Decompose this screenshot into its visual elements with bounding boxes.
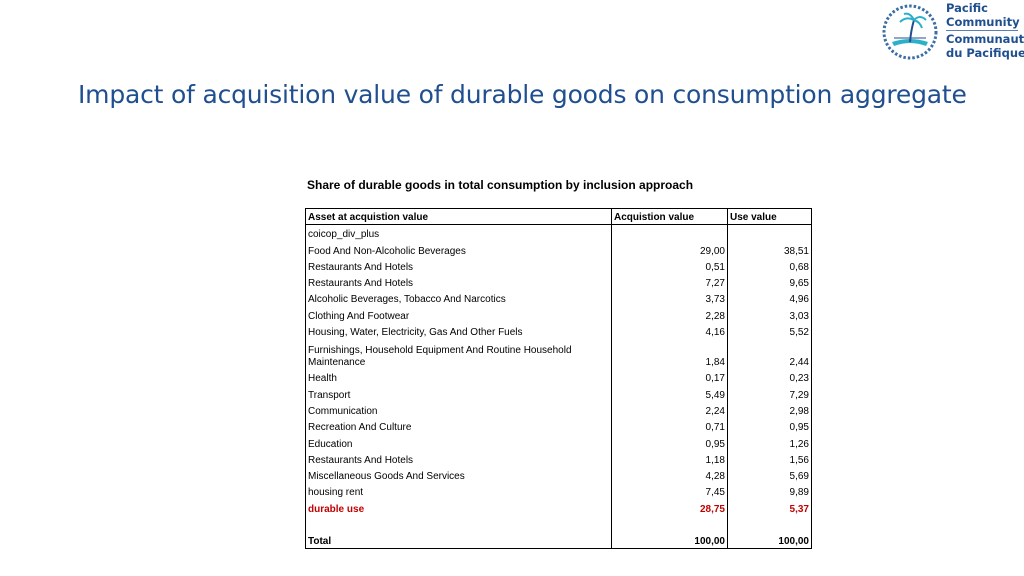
- acquisition-value: 0,95: [611, 434, 728, 451]
- use-value: 2,44: [727, 339, 812, 370]
- acquisition-value: 7,45: [611, 483, 728, 500]
- table-row: Miscellaneous Goods And Services 4,28 5,69: [305, 466, 812, 484]
- acquisition-value: 29,00: [611, 241, 728, 258]
- use-value: 0,23: [727, 369, 812, 386]
- acquisition-value: 3,73: [611, 290, 728, 307]
- row-label: Food And Non-Alcoholic Beverages: [305, 241, 612, 258]
- durable-goods-table: Asset at acquistion value Acquistion val…: [305, 208, 812, 550]
- row-label: Restaurants And Hotels: [305, 273, 612, 291]
- column-header-acquisition: Acquistion value: [611, 208, 728, 225]
- table-row: Restaurants And Hotels 0,51 0,68: [305, 257, 812, 274]
- table-row: housing rent 7,45 9,89: [305, 483, 812, 500]
- use-value: 1,26: [727, 434, 812, 451]
- column-header-use: Use value: [727, 208, 812, 225]
- logo-text-line: du Pacifique: [946, 45, 1024, 60]
- column-header-asset: Asset at acquistion value: [305, 208, 612, 225]
- acquisition-value: 2,28: [611, 306, 728, 323]
- use-value: 9,65: [727, 273, 812, 291]
- use-value: 100,00: [727, 531, 812, 550]
- row-label: Alcoholic Beverages, Tobacco And Narcoti…: [305, 290, 612, 307]
- row-label: Housing, Water, Electricity, Gas And Oth…: [305, 322, 612, 340]
- table-header-row: Asset at acquistion value Acquistion val…: [305, 208, 812, 225]
- table-caption: Share of durable goods in total consumpt…: [307, 178, 694, 192]
- use-value: 5,69: [727, 466, 812, 484]
- table-row: Transport 5,49 7,29: [305, 385, 812, 402]
- page-title: Impact of acquisition value of durable g…: [78, 80, 967, 109]
- row-label: Miscellaneous Goods And Services: [305, 466, 612, 484]
- use-value: 38,51: [727, 241, 812, 258]
- row-label: Recreation And Culture: [305, 417, 612, 435]
- table-row: Restaurants And Hotels 7,27 9,65: [305, 273, 812, 291]
- row-label: Restaurants And Hotels: [305, 257, 612, 274]
- logo-divider: [946, 30, 1018, 31]
- table-row: Restaurants And Hotels 1,18 1,56: [305, 450, 812, 467]
- use-value: 0,95: [727, 417, 812, 435]
- acquisition-value: 0,17: [611, 369, 728, 386]
- acquisition-value: 1,84: [611, 339, 728, 370]
- acquisition-value: 1,18: [611, 450, 728, 467]
- table-row: Housing, Water, Electricity, Gas And Oth…: [305, 322, 812, 340]
- acquisition-value: 4,16: [611, 322, 728, 340]
- use-value: 1,56: [727, 450, 812, 467]
- table-row: Communication 2,24 2,98: [305, 401, 812, 418]
- logo-text-line: Pacific: [946, 1, 988, 15]
- use-value: 5,52: [727, 322, 812, 340]
- acquisition-value: 0,71: [611, 417, 728, 435]
- row-label: Education: [305, 434, 612, 451]
- durable-use-row: durable use 28,75 5,37: [305, 499, 812, 516]
- row-label: Total: [305, 531, 612, 550]
- acquisition-value: 5,49: [611, 385, 728, 402]
- row-label: Furnishings, Household Equipment And Rou…: [305, 339, 612, 370]
- pacific-community-logo: Pacific Community Communauté du Pacifiqu…: [880, 1, 1024, 62]
- acquisition-value: 0,51: [611, 257, 728, 274]
- total-row: Total 100,00 100,00: [305, 531, 812, 550]
- group-row: coicop_div_plus: [305, 224, 812, 242]
- acquisition-value: 100,00: [611, 531, 728, 550]
- logo-text-line: Community: [946, 14, 1020, 29]
- group-label: coicop_div_plus: [305, 224, 612, 242]
- row-label: Restaurants And Hotels: [305, 450, 612, 467]
- table-row: Recreation And Culture 0,71 0,95: [305, 417, 812, 435]
- logo-text-line: Communauté: [946, 32, 1024, 46]
- table-row: Clothing And Footwear 2,28 3,03: [305, 306, 812, 323]
- palm-island-icon: [882, 4, 938, 60]
- table-row: Education 0,95 1,26: [305, 434, 812, 451]
- acquisition-value: 4,28: [611, 466, 728, 484]
- use-value: 2,98: [727, 401, 812, 418]
- use-value: 0,68: [727, 257, 812, 274]
- table-row: Food And Non-Alcoholic Beverages 29,00 38,…: [305, 241, 812, 258]
- row-label: Health: [305, 369, 612, 386]
- row-label: Transport: [305, 385, 612, 402]
- table-row: Health 0,17 0,23: [305, 369, 812, 386]
- use-value: 9,89: [727, 483, 812, 500]
- spacer-row: [305, 515, 812, 532]
- row-label: Clothing And Footwear: [305, 306, 612, 323]
- use-value: 5,37: [727, 499, 812, 516]
- row-label: durable use: [305, 499, 612, 516]
- table-row: Furnishings, Household Equipment And Rou…: [305, 339, 812, 370]
- use-value: 3,03: [727, 306, 812, 323]
- row-label: housing rent: [305, 483, 612, 500]
- table-row: Alcoholic Beverages, Tobacco And Narcoti…: [305, 290, 812, 307]
- row-label: Communication: [305, 401, 612, 418]
- acquisition-value: 7,27: [611, 273, 728, 291]
- use-value: 7,29: [727, 385, 812, 402]
- acquisition-value: 2,24: [611, 401, 728, 418]
- acquisition-value: 28,75: [611, 499, 728, 516]
- use-value: 4,96: [727, 290, 812, 307]
